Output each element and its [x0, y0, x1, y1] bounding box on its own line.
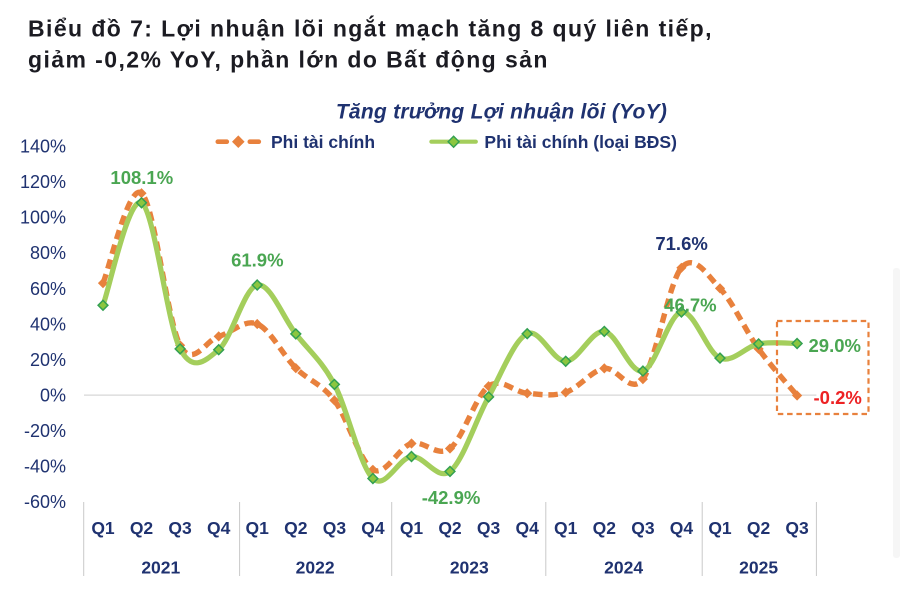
svg-text:71.6%: 71.6%	[655, 233, 707, 254]
svg-text:80%: 80%	[30, 243, 66, 263]
svg-text:Q3: Q3	[631, 518, 655, 538]
svg-text:Q1: Q1	[554, 518, 578, 538]
svg-text:108.1%: 108.1%	[110, 167, 173, 188]
svg-text:60%: 60%	[30, 279, 66, 299]
svg-text:Q4: Q4	[207, 518, 231, 538]
svg-text:giảm -0,2% YoY, phần lớn do Bấ: giảm -0,2% YoY, phần lớn do Bất động sản	[28, 46, 549, 72]
svg-text:-20%: -20%	[24, 421, 66, 441]
svg-text:100%: 100%	[20, 208, 66, 228]
svg-text:2021: 2021	[141, 558, 180, 578]
svg-text:Q4: Q4	[361, 518, 385, 538]
svg-text:Q4: Q4	[670, 518, 694, 538]
svg-text:Q2: Q2	[593, 518, 617, 538]
svg-text:Q2: Q2	[438, 518, 462, 538]
svg-text:2025: 2025	[739, 558, 778, 578]
svg-text:Q2: Q2	[747, 518, 771, 538]
svg-text:Q3: Q3	[477, 518, 501, 538]
svg-text:2022: 2022	[296, 558, 335, 578]
svg-text:140%: 140%	[20, 137, 66, 157]
svg-text:-60%: -60%	[24, 492, 66, 512]
svg-text:Phi tài chính: Phi tài chính	[271, 132, 375, 152]
svg-text:Q3: Q3	[785, 518, 809, 538]
svg-text:46.7%: 46.7%	[664, 295, 716, 316]
svg-text:120%: 120%	[20, 172, 66, 192]
svg-text:Q3: Q3	[168, 518, 192, 538]
svg-text:Q1: Q1	[708, 518, 732, 538]
svg-text:-40%: -40%	[24, 457, 66, 477]
svg-text:Phi tài chính (loại BĐS): Phi tài chính (loại BĐS)	[484, 132, 677, 152]
svg-text:Tăng trưởng Lợi nhuận lõi (YoY: Tăng trưởng Lợi nhuận lõi (YoY)	[336, 100, 667, 123]
svg-text:0%: 0%	[40, 386, 66, 406]
svg-text:Q2: Q2	[284, 518, 308, 538]
svg-text:Q2: Q2	[130, 518, 154, 538]
svg-text:2024: 2024	[604, 558, 643, 578]
svg-text:Q4: Q4	[516, 518, 540, 538]
svg-text:Biểu đồ 7: Lợi nhuận lõi ngắt: Biểu đồ 7: Lợi nhuận lõi ngắt mạch tăng …	[28, 14, 713, 41]
svg-text:Q1: Q1	[91, 518, 115, 538]
svg-text:Q3: Q3	[323, 518, 347, 538]
svg-text:61.9%: 61.9%	[231, 249, 283, 270]
svg-text:Q1: Q1	[400, 518, 424, 538]
svg-text:Q1: Q1	[246, 518, 270, 538]
svg-text:2023: 2023	[450, 558, 489, 578]
svg-text:29.0%: 29.0%	[809, 335, 861, 356]
svg-text:40%: 40%	[30, 314, 66, 334]
svg-text:-42.9%: -42.9%	[422, 487, 481, 508]
svg-text:20%: 20%	[30, 350, 66, 370]
svg-text:-0.2%: -0.2%	[814, 387, 862, 408]
